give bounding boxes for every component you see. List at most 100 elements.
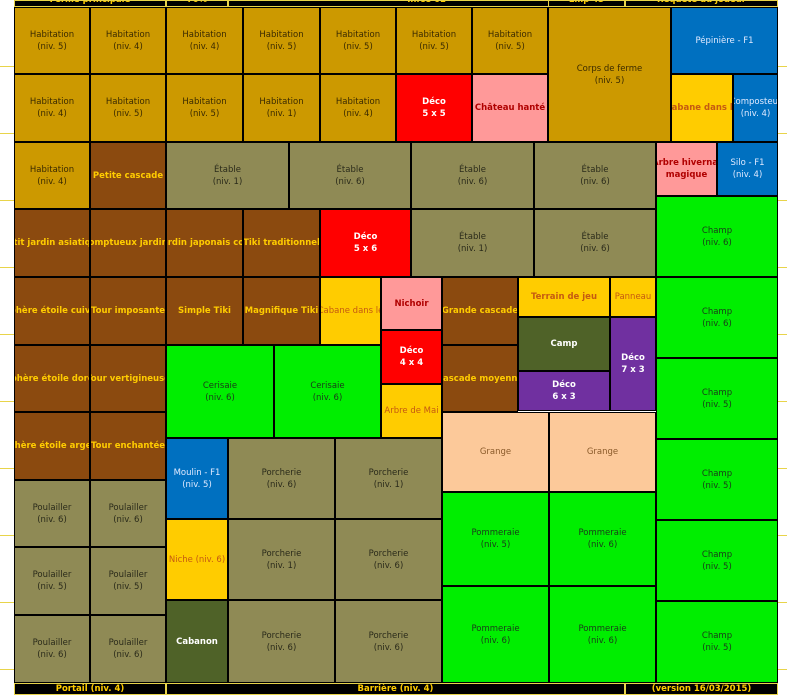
farm-cell: Pommeraie (niv. 6)	[549, 492, 656, 586]
cell-label: Poulailler	[32, 570, 72, 580]
farm-cell: Poulailler (niv. 6)	[14, 480, 90, 547]
farm-cell: Poulailler (niv. 6)	[14, 615, 90, 683]
farm-cell: Tour enchantée	[90, 412, 166, 480]
farm-cell: Habitation (niv. 5)	[320, 7, 396, 74]
cell-label: (niv. 6)	[580, 176, 610, 187]
cell-label: Sphère étoile cuivre	[15, 306, 90, 316]
farm-cell: Cabane dans le	[320, 277, 381, 345]
farm-cell: Pommeraie (niv. 6)	[549, 586, 656, 683]
farm-cell: Arbre de Mai	[381, 384, 442, 438]
cell-label: Cabane dans le	[671, 103, 733, 113]
cell-label: (niv. 6)	[480, 635, 511, 646]
cell-label: Poulailler	[108, 570, 148, 580]
farm-cell: Corps de ferme (niv. 5)	[548, 7, 671, 142]
farm-cell: Porcherie (niv. 6)	[228, 438, 335, 519]
cell-label: Habitation	[29, 97, 75, 107]
farm-cell: Habitation (niv. 4)	[90, 7, 166, 74]
cell-label: Étable	[459, 232, 486, 242]
farm-cell: Porcherie (niv. 1)	[335, 438, 442, 519]
farm-cell: Panneau	[610, 277, 656, 317]
farm-cell: Magnifique Tiki	[243, 277, 320, 345]
cell-label: Château hanté	[474, 103, 546, 113]
cell-label: Simple Tiki	[178, 306, 231, 316]
farm-cell: Habitation (niv. 4)	[166, 7, 243, 74]
cell-label: Habitation	[105, 97, 151, 107]
cell-label: Étable	[459, 164, 486, 175]
farm-cell: Déco 6 x 3	[518, 371, 610, 411]
header-label: Requête du joueur	[657, 0, 746, 5]
cell-label: Corps de ferme	[576, 63, 643, 74]
cell-label: (niv. 6)	[457, 176, 488, 187]
cell-label: (niv. 5)	[266, 41, 297, 52]
cell-label: Cascade moyenne	[442, 373, 518, 384]
farm-cell: Déco 5 x 6	[320, 209, 411, 277]
cell-label: Champ	[701, 549, 733, 560]
cell-label: Poulailler	[108, 502, 148, 513]
header-label: Lmp 43	[568, 0, 605, 5]
farm-cell: Niche (niv. 6)	[166, 519, 228, 600]
cell-label: Habitation	[259, 29, 304, 40]
farm-cell: Poulailler (niv. 5)	[90, 547, 166, 615]
cell-label: Pommeraie	[471, 623, 520, 634]
cell-label: (niv. 1)	[457, 244, 488, 254]
cell-label: Champ	[701, 631, 733, 641]
footer-label: (version 16/03/2015)	[651, 684, 752, 694]
cell-label: Grande cascade	[442, 306, 518, 316]
cell-label: (niv. 5)	[495, 41, 525, 52]
cell-label: Composteur	[734, 97, 778, 107]
cell-label: Poulailler	[32, 502, 72, 513]
farm-cell: Cerisaie (niv. 6)	[166, 345, 274, 438]
cell-label: Tour enchantée	[91, 441, 165, 451]
header-label: Ferme principale	[49, 0, 131, 5]
farm-cell: Porcherie (niv. 6)	[335, 519, 442, 600]
cell-label: Champ	[701, 225, 733, 236]
cell-label: 6 x 3	[552, 392, 576, 402]
header: Lmp 43	[548, 0, 625, 7]
cell-label: (niv. 5)	[37, 582, 67, 592]
farm-cell: Étable (niv. 6)	[534, 209, 656, 277]
cell-label: (niv. 6)	[373, 642, 404, 653]
farm-cell: Habitation (niv. 5)	[14, 7, 90, 74]
cell-label: Poulailler	[108, 638, 148, 648]
cell-label: 5 x 5	[422, 109, 446, 119]
cell-label: (niv. 4)	[37, 109, 67, 119]
cell-label: Silo - F1	[730, 158, 765, 168]
farm-cell: Composteur (niv. 4)	[733, 74, 778, 142]
cell-label: Porcherie	[261, 548, 302, 559]
farm-cell: Habitation (niv. 4)	[320, 74, 396, 142]
farm-cell: Jardin japonais con	[166, 209, 243, 277]
cell-label: Étable	[214, 164, 241, 175]
cell-label: (niv. 5)	[113, 582, 143, 592]
cell-label: 5 x 6	[353, 244, 378, 254]
farm-cell: Étable (niv. 6)	[534, 142, 656, 209]
cell-label: Étable	[581, 232, 609, 242]
farm-cell: Habitation (niv. 4)	[14, 142, 90, 209]
cell-label: Déco	[621, 353, 645, 363]
cell-label: Habitation	[259, 97, 304, 107]
farm-cell: Poulailler (niv. 6)	[90, 615, 166, 683]
cell-label: Petite cascade	[92, 170, 164, 181]
header: Requête du joueur	[625, 0, 778, 7]
cell-label: Habitation	[29, 164, 75, 175]
farm-cell: Sphère étoile argent	[14, 412, 90, 480]
farm-cell: Petite cascade	[90, 142, 166, 209]
cell-label: (niv. 6)	[587, 540, 618, 550]
cell-label: Étable	[336, 164, 364, 175]
cell-label: Déco	[552, 380, 576, 390]
farm-cell: Grande cascade	[442, 277, 518, 345]
header: Ferme principale	[14, 0, 166, 7]
cell-label: Sphère étoile dorée	[15, 373, 89, 384]
farm-cell: Château hanté	[472, 74, 548, 142]
cell-label: Cerisaie	[202, 380, 238, 391]
cell-label: (niv. 5)	[702, 643, 732, 653]
cell-label: (niv. 5)	[480, 540, 511, 550]
cell-label: (niv. 5)	[113, 109, 143, 119]
cell-label: Habitation	[182, 97, 227, 107]
farm-cell: Porcherie (niv. 6)	[228, 600, 335, 683]
farm-cell: Étable (niv. 6)	[289, 142, 411, 209]
cell-label: Tour imposante	[90, 306, 166, 316]
cell-label: Déco	[399, 346, 424, 356]
cell-label: Habitation	[29, 29, 75, 40]
cell-label: Habitation	[105, 29, 151, 40]
